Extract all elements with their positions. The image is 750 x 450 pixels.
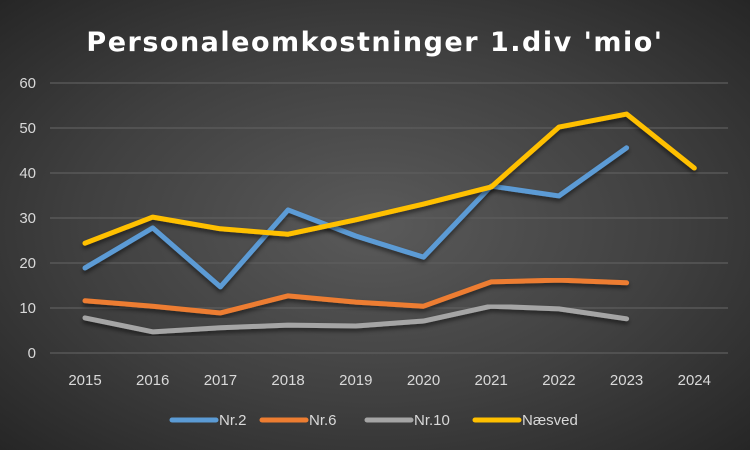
x-tick-label: 2018 <box>271 372 304 389</box>
chart-title: Personaleomkostninger 1.div 'mio' <box>86 27 663 58</box>
legend-label: Nr.6 <box>309 412 337 429</box>
y-tick-label: 30 <box>19 210 36 227</box>
y-tick-label: 10 <box>19 300 36 317</box>
y-tick-label: 0 <box>28 345 36 362</box>
x-tick-label: 2017 <box>204 372 237 389</box>
y-tick-label: 50 <box>19 120 36 137</box>
legend-label: Næsved <box>522 412 578 429</box>
y-tick-label: 60 <box>19 75 36 92</box>
legend-label: Nr.10 <box>414 412 450 429</box>
series-line-næsved <box>82 111 697 246</box>
legend-label: Nr.2 <box>219 412 247 429</box>
x-tick-label: 2023 <box>610 372 643 389</box>
x-tick-label: 2024 <box>678 372 711 389</box>
x-tick-label: 2021 <box>475 372 508 389</box>
x-tick-label: 2020 <box>407 372 440 389</box>
x-tick-label: 2019 <box>339 372 372 389</box>
y-tick-label: 20 <box>19 255 36 272</box>
x-tick-label: 2016 <box>136 372 169 389</box>
x-tick-label: 2015 <box>68 372 101 389</box>
x-tick-label: 2022 <box>542 372 575 389</box>
y-tick-label: 40 <box>19 165 36 182</box>
